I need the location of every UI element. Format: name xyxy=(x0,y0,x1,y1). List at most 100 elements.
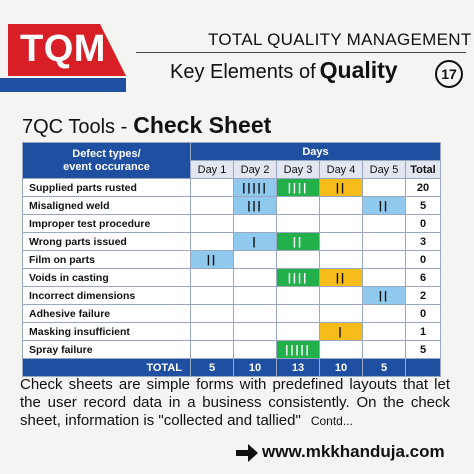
row-total: 5 xyxy=(404,340,442,359)
days-header: Days xyxy=(189,142,442,161)
header-title: TOTAL QUALITY MANAGEMENT xyxy=(208,30,472,49)
defect-label: Misaligned weld xyxy=(22,196,191,215)
tally-cell xyxy=(319,196,363,215)
tally-cell xyxy=(362,340,406,359)
tally-cell: || xyxy=(190,250,234,269)
row-total: 6 xyxy=(404,268,442,287)
tally-cell xyxy=(276,286,320,305)
website-link[interactable]: www.mkkhanduja.com xyxy=(262,442,445,461)
table-row: Spray failure ||||| 5 xyxy=(22,340,442,359)
tally-cell xyxy=(233,322,277,341)
tally-cell xyxy=(190,304,234,323)
day-header-3: Day 3 xyxy=(276,160,320,179)
tally-cell xyxy=(276,322,320,341)
tally-cell xyxy=(319,340,363,359)
day-total: 5 xyxy=(190,358,234,377)
logo-underline-bar xyxy=(0,78,126,92)
tally-cell: ||| xyxy=(233,196,277,215)
defect-label: Film on parts xyxy=(22,250,191,269)
tally-cell xyxy=(362,232,406,251)
tally-cell: | xyxy=(233,232,277,251)
header-divider xyxy=(136,52,466,53)
tally-cell: || xyxy=(362,286,406,305)
day-header-2: Day 2 xyxy=(233,160,277,179)
tally-cell xyxy=(362,178,406,197)
row-total: 0 xyxy=(404,304,442,323)
tally-cell xyxy=(190,214,234,233)
day-total: 13 xyxy=(276,358,320,377)
row-total: 0 xyxy=(404,214,442,233)
tally-cell xyxy=(233,304,277,323)
section-prefix: 7QC Tools - xyxy=(22,116,128,138)
grand-total-cell xyxy=(404,358,442,377)
day-total: 5 xyxy=(362,358,406,377)
table-row: Adhesive failure 0 xyxy=(22,304,442,323)
table-row: Masking insufficient | 1 xyxy=(22,322,442,341)
defect-label: Masking insufficient xyxy=(22,322,191,341)
tally-cell: || xyxy=(319,268,363,287)
tally-cell xyxy=(190,178,234,197)
row-total: 2 xyxy=(404,286,442,305)
table-row: Voids in casting |||| || 6 xyxy=(22,268,442,287)
tally-cell xyxy=(362,250,406,269)
tally-cell: ||||| xyxy=(233,178,277,197)
totals-label: TOTAL xyxy=(22,358,191,377)
arrow-right-icon xyxy=(236,444,258,462)
totals-row: TOTAL 5 10 13 10 5 xyxy=(22,358,442,377)
tally-cell: |||| xyxy=(276,268,320,287)
tally-cell xyxy=(319,250,363,269)
defect-header-line1: Defect types/ xyxy=(72,147,141,160)
tally-cell xyxy=(362,214,406,233)
tally-cell xyxy=(362,322,406,341)
day-header-1: Day 1 xyxy=(190,160,234,179)
check-sheet-body: Supplied parts rusted ||||| |||| || 20 Misali… xyxy=(22,178,442,359)
tally-cell xyxy=(190,322,234,341)
tally-cell: || xyxy=(276,232,320,251)
day-total: 10 xyxy=(319,358,363,377)
table-row: Supplied parts rusted ||||| |||| || 20 xyxy=(22,178,442,197)
defect-label: Adhesive failure xyxy=(22,304,191,323)
tally-cell: |||| xyxy=(276,178,320,197)
header-subtitle: Key Elements of Quality xyxy=(170,57,398,84)
tally-cell xyxy=(362,268,406,287)
row-total: 0 xyxy=(404,250,442,269)
tally-cell xyxy=(276,214,320,233)
tally-cell xyxy=(233,214,277,233)
row-total: 20 xyxy=(404,178,442,197)
tally-cell xyxy=(276,196,320,215)
total-header: Total xyxy=(404,160,442,179)
tally-cell xyxy=(233,340,277,359)
header: TQM TOTAL QUALITY MANAGEMENT Key Element… xyxy=(0,0,474,110)
tally-cell: | xyxy=(319,322,363,341)
tally-cell xyxy=(319,286,363,305)
subtitle-bold: Quality xyxy=(319,57,398,83)
tally-cell xyxy=(190,340,234,359)
table-row: Wrong parts issued | || 3 xyxy=(22,232,442,251)
tally-cell: || xyxy=(319,178,363,197)
day-header-5: Day 5 xyxy=(362,160,406,179)
tqm-logo-text: TQM xyxy=(20,28,106,70)
row-total: 3 xyxy=(404,232,442,251)
tally-cell xyxy=(190,196,234,215)
tqm-logo: TQM xyxy=(8,24,126,76)
number-badge: 17 xyxy=(435,60,463,88)
table-row: Misaligned weld ||| || 5 xyxy=(22,196,442,215)
check-sheet-table: Defect types/ event occurance Days Day 1… xyxy=(22,142,442,377)
tally-cell xyxy=(319,232,363,251)
row-total: 5 xyxy=(404,196,442,215)
tally-cell xyxy=(190,268,234,287)
defect-label: Wrong parts issued xyxy=(22,232,191,251)
defect-label: Voids in casting xyxy=(22,268,191,287)
tally-cell xyxy=(319,304,363,323)
day-header-4: Day 4 xyxy=(319,160,363,179)
defect-header-line2: event occurance xyxy=(63,160,150,173)
description-text: Check sheets are simple forms with prede… xyxy=(20,376,450,429)
tally-cell xyxy=(190,286,234,305)
tally-cell xyxy=(276,304,320,323)
table-row: Incorrect dimensions || 2 xyxy=(22,286,442,305)
subtitle-prefix: Key Elements of xyxy=(170,61,316,83)
defect-type-header: Defect types/ event occurance xyxy=(22,142,191,179)
defect-label: Supplied parts rusted xyxy=(22,178,191,197)
row-total: 1 xyxy=(404,322,442,341)
day-header-row: Day 1 Day 2 Day 3 Day 4 Day 5 Total xyxy=(23,160,442,179)
